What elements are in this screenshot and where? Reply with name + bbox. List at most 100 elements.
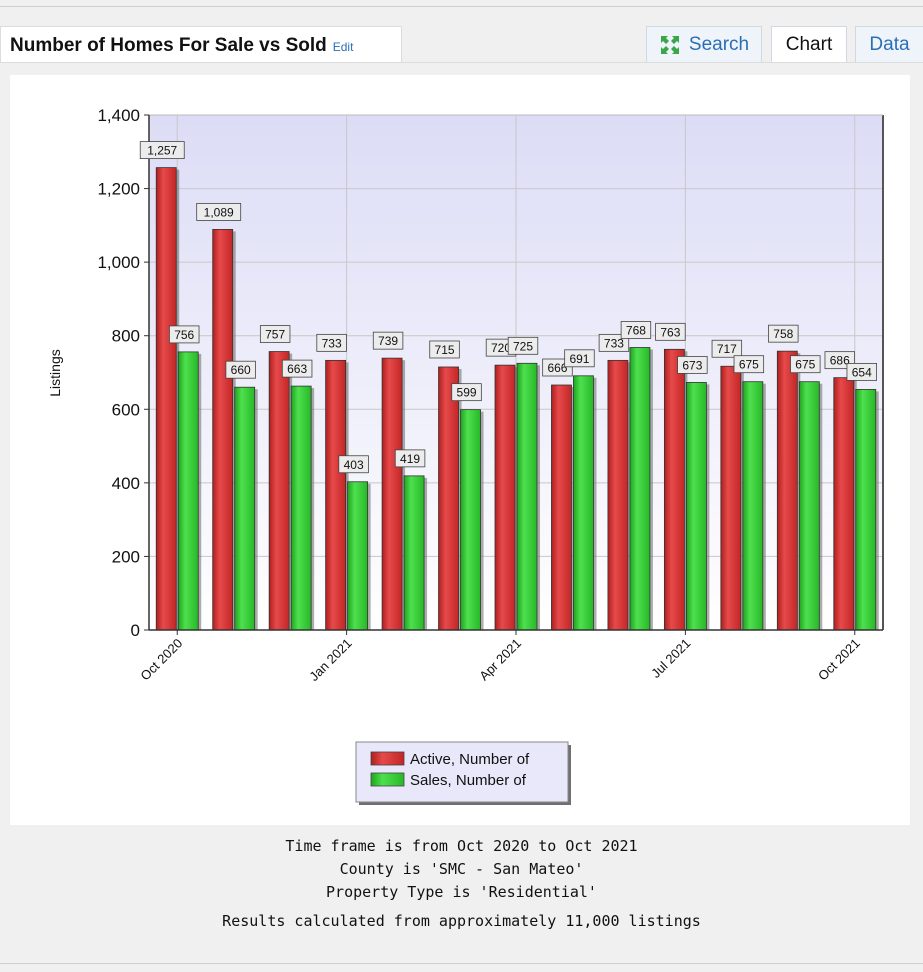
axes	[144, 114, 884, 635]
bar-sales	[855, 389, 877, 631]
data-label: 733	[604, 336, 624, 350]
edit-link[interactable]: Edit	[332, 40, 354, 54]
y-tick-label: 1,400	[97, 106, 140, 125]
chart-panel: 1,257 756 1,089 660 757 663 733 403 739 419 715 599…	[10, 75, 910, 825]
bar-sales	[347, 481, 369, 631]
county-text: County is 'SMC - San Mateo'	[339, 860, 584, 878]
tab-chart[interactable]: Chart	[771, 26, 847, 62]
tab-search-label: Search	[688, 33, 750, 55]
bar-sales	[516, 362, 538, 631]
data-label: 654	[852, 365, 872, 379]
data-label: 666	[547, 361, 567, 375]
data-label: 675	[795, 358, 815, 372]
bar-sales	[742, 381, 764, 631]
data-label-box	[846, 363, 877, 381]
legend-label-sales: Sales, Number of	[410, 772, 527, 789]
tab-data[interactable]: Data	[855, 26, 923, 62]
data-label: 673	[682, 358, 702, 372]
top-divider	[0, 6, 923, 7]
bar-sales	[798, 381, 820, 631]
data-label-box	[259, 325, 291, 343]
bar-chart: 1,257 756 1,089 660 757 663 733 403 739 419 715 599…	[10, 75, 910, 825]
bar-sales	[629, 347, 651, 631]
data-label-box	[790, 355, 821, 374]
y-tick-label: 0	[131, 621, 140, 640]
data-label-box	[733, 355, 765, 374]
data-label: 756	[174, 328, 194, 342]
data-label: 691	[569, 352, 589, 366]
data-label: 1,257	[147, 144, 177, 158]
bar-active	[268, 351, 290, 631]
y-tick-label: 600	[112, 400, 140, 419]
bar-active	[494, 364, 516, 631]
data-label: 419	[400, 452, 420, 466]
timeframe-text: Time frame is from Oct 2020 to Oct 2021	[285, 837, 638, 855]
data-label: 725	[513, 339, 533, 353]
data-label: 720	[491, 341, 511, 355]
bar-sales	[177, 351, 199, 631]
data-label-box	[225, 360, 256, 379]
y-axis-label: Listings	[47, 349, 63, 396]
tab-search[interactable]: Search	[646, 26, 762, 62]
data-label-box	[372, 331, 404, 350]
results-text: Results calculated from approximately 11…	[222, 912, 701, 930]
bar-sales	[573, 375, 594, 631]
bar-sales	[290, 385, 312, 631]
bar-sales	[234, 386, 256, 631]
data-label: 686	[830, 354, 850, 368]
data-label-box	[507, 336, 539, 355]
tab-data-label: Data	[869, 33, 910, 55]
data-label-box	[768, 324, 799, 343]
data-label: 733	[322, 336, 342, 350]
bars	[155, 167, 879, 631]
data-label: 675	[739, 358, 759, 372]
chart-header: Number of Homes For Sale vs Sold Edit Sea…	[0, 24, 923, 63]
data-label-box	[169, 325, 200, 344]
data-label-box	[711, 339, 743, 358]
bar-sales	[460, 409, 481, 631]
y-tick-label: 1,000	[97, 253, 140, 272]
chart-footer: Time frame is from Oct 2020 to Oct 2021 …	[0, 835, 923, 933]
tab-chart-label: Chart	[785, 33, 833, 55]
bar-active	[663, 348, 685, 631]
data-label: 757	[265, 328, 285, 342]
bar-active	[720, 365, 742, 631]
legend: Active, Number of Sales, Number of	[355, 741, 571, 805]
y-tick-label: 400	[112, 474, 140, 493]
data-label-box	[451, 383, 482, 402]
bar-sales	[685, 382, 707, 631]
bar-active	[381, 357, 403, 631]
header-divider	[0, 62, 923, 63]
data-label: 758	[773, 327, 793, 341]
page-title-text: Number of Homes For Sale vs Sold	[10, 35, 327, 56]
data-label: 739	[378, 334, 398, 348]
bar-active	[833, 377, 855, 631]
data-label-box	[655, 322, 686, 341]
data-label-box	[677, 356, 708, 374]
data-label-box	[139, 141, 185, 160]
legend-swatch-sales	[370, 772, 405, 787]
data-label: 599	[457, 386, 477, 400]
data-labels: 1,257 756 1,089 660 757 663 733 403 739 419 715 599…	[139, 141, 877, 474]
data-label: 717	[717, 342, 737, 356]
bar-active	[551, 384, 572, 631]
bar-active	[155, 167, 177, 631]
bottom-divider	[0, 963, 923, 964]
title-tab: Number of Homes For Sale vs Sold Edit	[0, 26, 402, 63]
bar-active	[607, 359, 629, 631]
data-label: 1,089	[204, 205, 234, 219]
y-tick-label: 200	[112, 547, 140, 566]
y-tick-label: 800	[112, 327, 140, 346]
bar-active	[438, 366, 459, 631]
bar-active	[325, 359, 347, 631]
legend-swatch-active	[370, 751, 405, 766]
data-label-box	[196, 203, 242, 221]
data-label-box	[281, 359, 313, 378]
expand-icon	[660, 35, 679, 54]
data-label: 660	[231, 363, 251, 377]
bar-sales	[403, 475, 425, 631]
data-label-box	[564, 349, 595, 368]
data-label: 403	[344, 458, 364, 472]
data-label: 715	[435, 343, 455, 357]
bar-active	[776, 350, 798, 631]
